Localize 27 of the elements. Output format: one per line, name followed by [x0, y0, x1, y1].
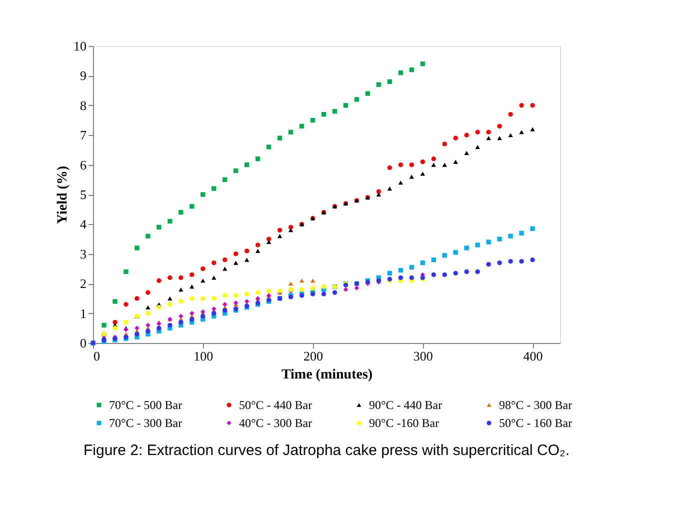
- x-axis-title: Time (minutes): [281, 368, 373, 382]
- legend-label: 50°C - 440 Bar: [239, 398, 312, 412]
- x-tick-label: 400: [523, 348, 543, 364]
- legend-label: 40°C - 300 Bar: [239, 416, 312, 430]
- x-tick-label: 0: [94, 348, 100, 364]
- caption: Figure 2: Extraction curves of Jatropha cake press with supercritical CO₂.: [83, 442, 570, 459]
- legend-label: 98°C - 300 Bar: [499, 398, 572, 412]
- x-tick-label: 100: [194, 348, 214, 364]
- legend-label: 50°C - 160 Bar: [499, 416, 572, 430]
- legend-label: 90°C - 440 Bar: [369, 398, 442, 412]
- y-tick-label: 6: [80, 157, 87, 172]
- y-tick-label: 4: [80, 216, 87, 232]
- y-tick-label: 7: [80, 128, 87, 143]
- y-tick-label: 0: [80, 336, 86, 350]
- y-tick-label: 9: [80, 68, 86, 84]
- y-tick-label: 3: [80, 246, 86, 262]
- y-tick-label: 2: [80, 276, 86, 292]
- x-tick-label: 300: [413, 348, 433, 364]
- x-tick-label: 200: [304, 348, 324, 364]
- y-tick-label: 1: [80, 306, 86, 321]
- legend-label: 70°C - 500 Bar: [109, 398, 182, 412]
- legend-label: 70°C - 300 Bar: [109, 416, 182, 430]
- y-tick-label: 5: [80, 187, 86, 202]
- y-axis-title: Yield (%): [56, 166, 70, 224]
- y-tick-label: 10: [74, 38, 86, 54]
- legend-label: 90°C -160 Bar: [369, 416, 440, 430]
- y-tick-label: 8: [80, 98, 86, 113]
